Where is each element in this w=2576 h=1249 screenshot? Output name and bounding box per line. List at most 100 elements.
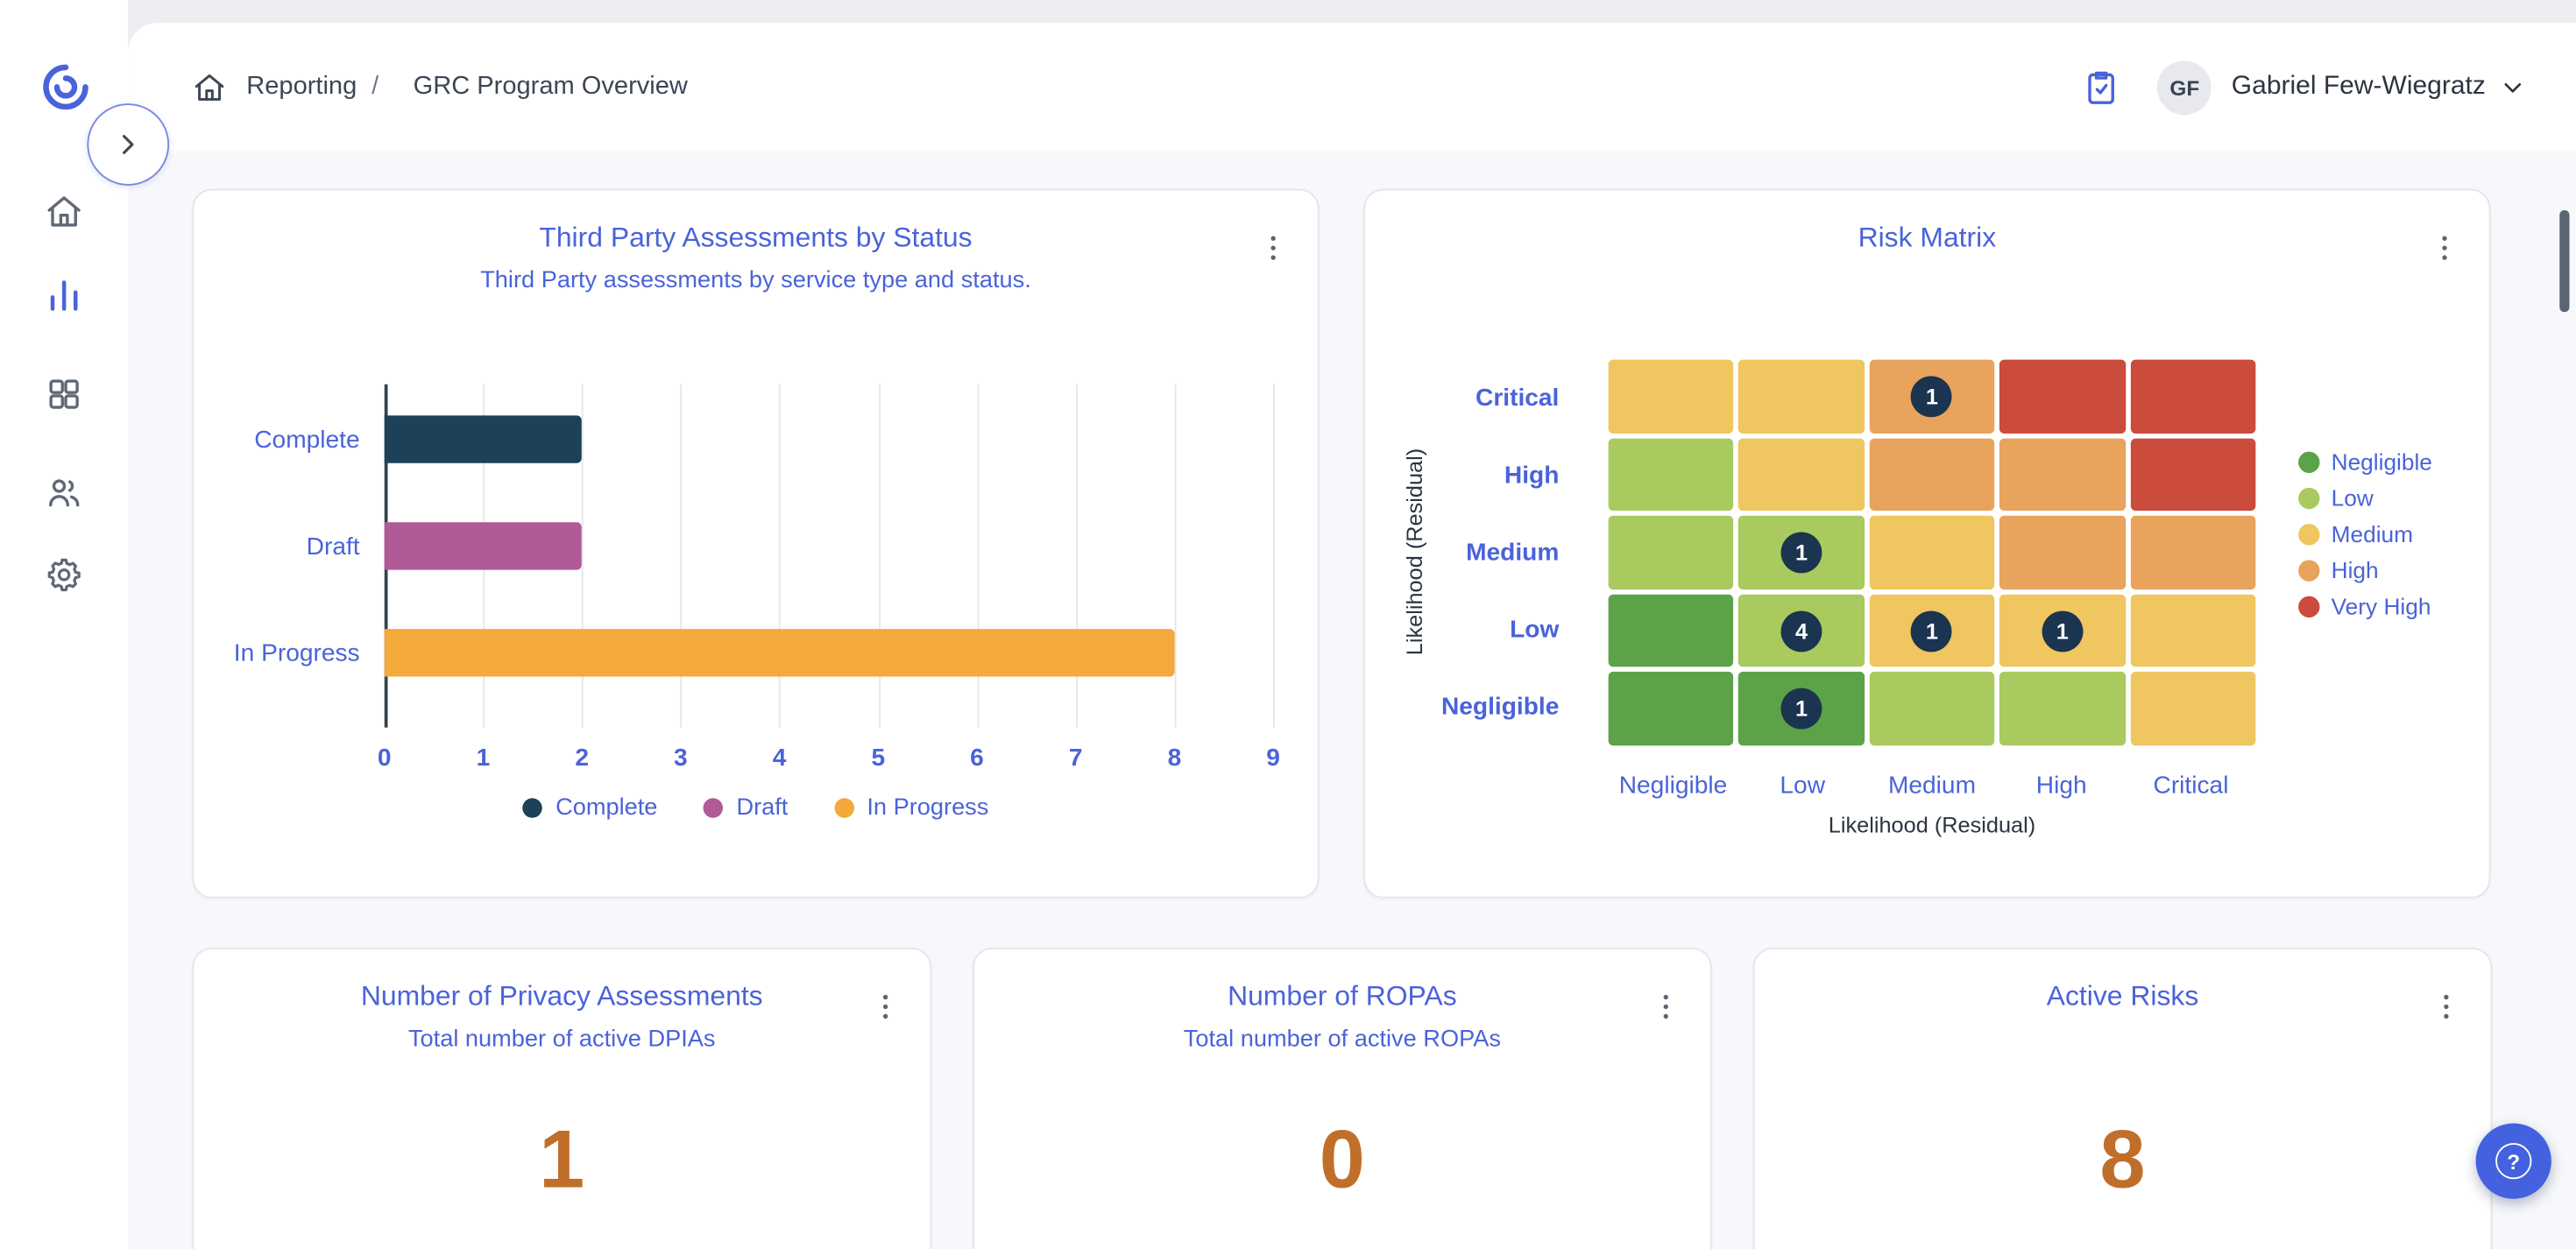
matrix-column-label: High — [2035, 772, 2087, 801]
topbar-actions: GF Gabriel Few-Wiegratz — [2082, 60, 2527, 115]
chevron-down-icon — [2504, 82, 2522, 92]
kebab-menu-button[interactable] — [867, 989, 903, 1028]
risk-count-badge: 4 — [1780, 610, 1822, 652]
x-tick-label: 7 — [1068, 744, 1083, 773]
sidebar-item-reporting[interactable] — [45, 276, 84, 315]
kebab-menu-button[interactable] — [1256, 230, 1292, 270]
kebab-icon — [882, 994, 888, 1019]
matrix-cell-medium-high[interactable] — [1999, 516, 2126, 589]
matrix-cell-high-critical[interactable] — [2130, 437, 2256, 512]
legend-item[interactable]: Draft — [703, 795, 788, 822]
help-button[interactable]: ? — [2475, 1123, 2551, 1199]
user-name[interactable]: Gabriel Few-Wiegratz — [2231, 72, 2486, 101]
kebab-icon — [1270, 236, 1276, 260]
main-panel: Reporting / GRC Program Overview GF Gabr… — [128, 23, 2576, 1249]
matrix-cell-medium-low[interactable]: 1 — [1738, 516, 1865, 589]
matrix-cell-low-high[interactable]: 1 — [1999, 594, 2126, 667]
gridline — [1075, 384, 1078, 728]
breadcrumb-item-reporting[interactable]: Reporting — [246, 72, 357, 101]
bar-plot: Complete Draft In Progress — [234, 384, 1275, 728]
sidebar-item-users[interactable] — [45, 473, 84, 512]
app-logo-icon[interactable] — [39, 60, 92, 113]
breadcrumb-item-current[interactable]: GRC Program Overview — [413, 72, 688, 101]
kebab-menu-button[interactable] — [2426, 230, 2462, 270]
sidebar-item-dashboards[interactable] — [45, 375, 84, 414]
sidebar-item-home[interactable] — [45, 192, 84, 231]
matrix-cell-medium-medium[interactable] — [1869, 516, 1995, 589]
tasks-button[interactable] — [2082, 67, 2121, 107]
matrix-cell-critical-medium[interactable]: 1 — [1869, 359, 1995, 434]
matrix-cell-negligible-critical[interactable] — [2130, 672, 2256, 746]
gridline — [779, 384, 782, 728]
top-bar: Reporting / GRC Program Overview GF Gabr… — [128, 23, 2576, 152]
scrollbar-thumb[interactable] — [2559, 210, 2570, 313]
matrix-cell-negligible-low[interactable]: 1 — [1738, 672, 1865, 746]
sidebar-item-settings[interactable] — [45, 555, 84, 595]
legend-item[interactable]: Very High — [2298, 593, 2432, 619]
bar-category-label: In Progress — [233, 639, 360, 667]
sidebar-expand-button[interactable] — [87, 103, 170, 186]
kebab-icon — [2442, 236, 2447, 260]
card-third-party-assessments: Third Party Assessments by Status Third … — [192, 188, 1320, 899]
legend-dot — [833, 798, 854, 818]
matrix-cell-medium-critical[interactable] — [2130, 516, 2256, 589]
matrix-cell-critical-low[interactable] — [1738, 359, 1865, 434]
matrix-cell-low-critical[interactable] — [2130, 594, 2256, 667]
x-tick-label: 8 — [1167, 744, 1182, 773]
bar-complete[interactable] — [384, 415, 583, 463]
bar-draft[interactable] — [384, 522, 583, 570]
legend-dot — [2298, 486, 2320, 509]
matrix-cell-critical-negligible[interactable] — [1608, 359, 1734, 434]
legend-item[interactable]: Negligible — [2298, 448, 2432, 475]
breadcrumb-home-icon[interactable] — [192, 70, 226, 104]
matrix-cell-high-medium[interactable] — [1869, 437, 1995, 512]
matrix-grid: 1 1 4 1 1 1 — [1608, 359, 2256, 746]
legend-item[interactable]: High — [2298, 557, 2432, 583]
card-title: Active Risks — [2046, 980, 2199, 1012]
x-tick-label: 4 — [772, 744, 787, 773]
legend-dot — [2298, 595, 2320, 617]
gridline — [1273, 384, 1275, 728]
matrix-cell-low-low[interactable]: 4 — [1738, 594, 1865, 667]
gridline — [878, 384, 881, 728]
matrix-cell-high-negligible[interactable] — [1608, 437, 1734, 512]
bar-in-progress[interactable] — [384, 629, 1175, 677]
matrix-cell-negligible-medium[interactable] — [1869, 672, 1995, 746]
matrix-row-label: Critical — [1476, 384, 1560, 413]
legend-label: Very High — [2331, 592, 2431, 619]
gridline — [680, 384, 683, 728]
bar-xaxis: 0 1 2 3 4 5 6 7 8 9 — [378, 744, 1280, 777]
legend-item[interactable]: Medium — [2298, 520, 2432, 547]
legend-item[interactable]: Low — [2298, 484, 2432, 511]
gridline — [976, 384, 979, 728]
matrix-cell-low-negligible[interactable] — [1608, 594, 1734, 667]
card-title: Number of ROPAs — [1228, 980, 1457, 1012]
matrix-cell-high-high[interactable] — [1999, 437, 2126, 512]
users-icon — [49, 479, 80, 507]
kebab-menu-button[interactable] — [2428, 989, 2464, 1028]
legend-item[interactable]: Complete — [522, 795, 657, 822]
sidebar — [0, 0, 129, 1249]
x-tick-label: 2 — [575, 744, 589, 773]
dashboard-content: Third Party Assessments by Status Third … — [128, 151, 2576, 1249]
matrix-cell-critical-critical[interactable] — [2130, 359, 2256, 434]
matrix-cell-negligible-negligible[interactable] — [1608, 672, 1734, 746]
card-title: Number of Privacy Assessments — [360, 980, 763, 1012]
kebab-menu-button[interactable] — [1648, 989, 1684, 1028]
legend-label: Negligible — [2331, 448, 2432, 475]
clipboard-check-icon — [2088, 71, 2115, 104]
home-icon — [47, 196, 81, 227]
matrix-cell-negligible-high[interactable] — [1999, 672, 2126, 746]
risk-count-badge: 1 — [1780, 532, 1822, 574]
matrix-cell-critical-high[interactable] — [1999, 359, 2126, 434]
user-avatar[interactable]: GF — [2157, 60, 2212, 115]
matrix-cell-low-medium[interactable]: 1 — [1869, 594, 1995, 667]
legend-dot — [703, 798, 724, 818]
bar-category-label: Complete — [254, 425, 360, 454]
matrix-cell-medium-negligible[interactable] — [1608, 516, 1734, 589]
legend-label: Low — [2331, 484, 2374, 512]
legend-item[interactable]: In Progress — [833, 795, 988, 822]
user-menu-button[interactable] — [2499, 73, 2527, 101]
matrix-cell-high-low[interactable] — [1738, 437, 1865, 512]
